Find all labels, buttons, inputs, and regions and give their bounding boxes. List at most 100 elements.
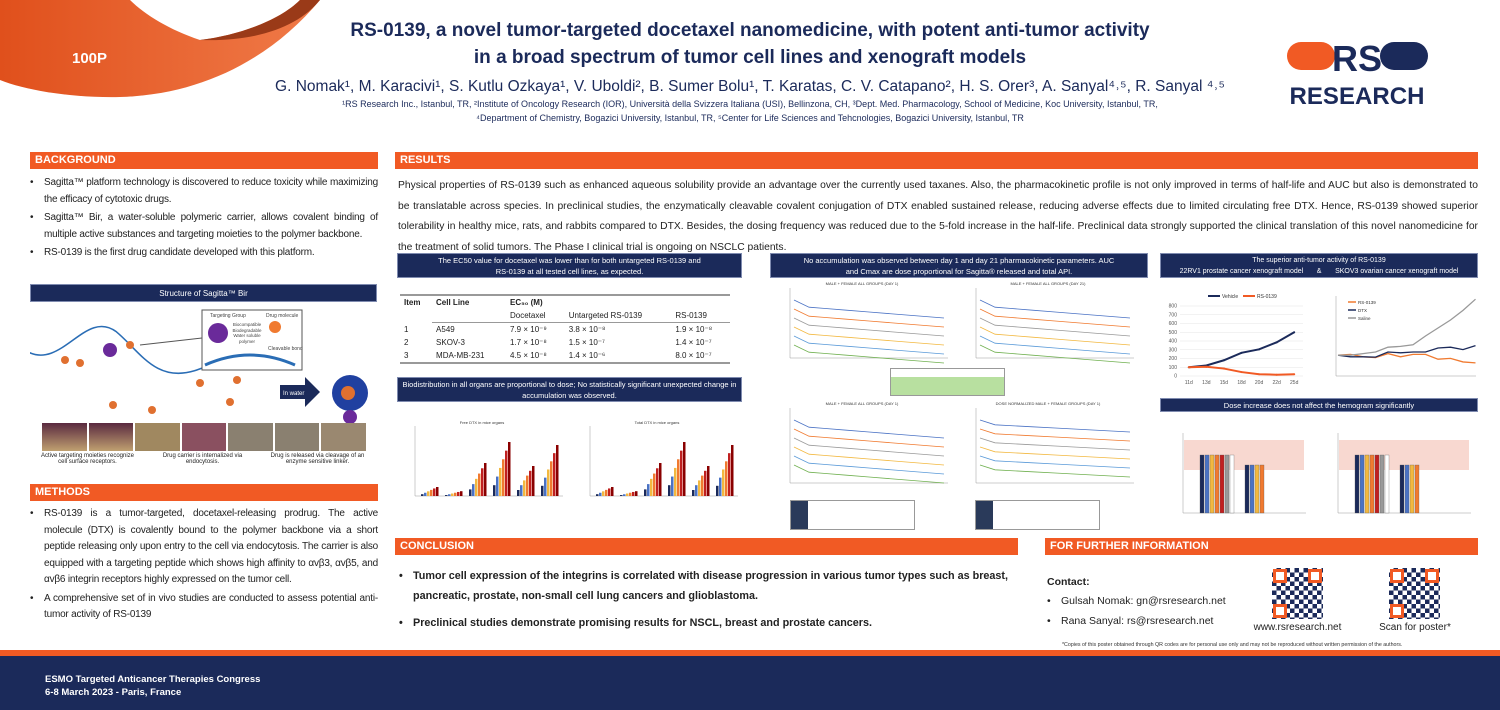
hemogram-bar-chart-2 (1320, 425, 1475, 525)
bar (1374, 454, 1380, 514)
series-line (979, 464, 1131, 478)
x-tick-label: 18d (1237, 380, 1246, 386)
website-qr-code[interactable] (1270, 566, 1325, 621)
conclusion-bullets: Tumor cell expression of the integrins i… (397, 566, 1022, 640)
further-info-heading: FOR FURTHER INFORMATION (1045, 538, 1478, 555)
chart-title: Total DTX in mice organs (635, 420, 680, 425)
series-line (979, 437, 1131, 451)
methods-bullet: RS-0139 is a tumor-targeted, docetaxel-r… (28, 506, 378, 589)
bar (611, 487, 614, 496)
series-line (793, 419, 945, 439)
affiliations-line1: ¹RS Research Inc., Istanbul, TR, ²Instit… (342, 99, 1158, 109)
series-line (979, 344, 1131, 364)
label-drug-molecule: Drug molecule (266, 313, 298, 319)
bar (460, 491, 463, 496)
bar (728, 453, 731, 496)
bar (1414, 464, 1420, 514)
conclusion-bullet: Preclinical studies demonstrate promisin… (397, 613, 1022, 633)
background-bullet: RS-0139 is the first drug candidate deve… (28, 245, 378, 262)
xenograft-banner: The superior anti-tumor activity of RS-0… (1160, 253, 1478, 278)
bar (502, 459, 505, 496)
bar (553, 453, 556, 496)
bar (701, 475, 704, 496)
data-point (1275, 373, 1278, 376)
ec50-banner: The EC50 value for docetaxel was lower t… (397, 253, 742, 278)
label-cleavable-bond: Cleavable bond (268, 346, 303, 352)
methods-heading: METHODS (30, 484, 378, 501)
data-point (1187, 366, 1190, 369)
bar (451, 493, 454, 496)
affiliations-line2: ⁴Department of Chemistry, Bogazici Unive… (476, 113, 1024, 123)
background-bullet: Sagitta™ platform technology is discover… (28, 175, 378, 208)
contact-email[interactable]: Gulsah Nomak: gn@rsresearch.net (1045, 592, 1265, 610)
bar (523, 480, 526, 496)
ec50-cell: 3 (400, 349, 433, 364)
bar (556, 445, 559, 496)
ec50-cell: 8.0 × 10⁻⁷ (671, 349, 730, 364)
bar (707, 466, 710, 496)
col-rs0139: RS-0139 (671, 309, 730, 323)
legend-label: RS-0139 (1358, 300, 1376, 305)
ec50-cell: 4.5 × 10⁻⁸ (506, 349, 565, 364)
results-heading: RESULTS (395, 152, 1478, 169)
ec50-table: Item Cell Line EC₅₀ (M) Docetaxel Untargete… (400, 294, 730, 364)
bar (680, 450, 683, 496)
bar (1354, 454, 1360, 514)
bar (683, 442, 686, 496)
bar (469, 489, 472, 496)
series-line (793, 446, 945, 466)
y-tick-label: 500 (1169, 330, 1178, 336)
bar (725, 461, 728, 496)
bar (644, 489, 647, 496)
sagitta-structure-diagram: Targeting Group Drug molecule Cleavable … (30, 309, 368, 424)
bar (427, 491, 430, 496)
bar (719, 477, 722, 496)
y-tick-label: 800 (1169, 304, 1178, 310)
bar (677, 459, 680, 496)
ec50-cell: 2 (404, 338, 409, 347)
poster-qr-code[interactable] (1387, 566, 1442, 621)
bar (1204, 454, 1210, 514)
series-line (793, 455, 945, 475)
col-ec50: EC₅₀ (M) (506, 294, 730, 309)
x-tick-label: 13d (1202, 380, 1211, 386)
bar (659, 463, 662, 496)
bar (1259, 464, 1265, 514)
bar (1229, 454, 1235, 514)
bar (620, 495, 623, 496)
data-point (1222, 359, 1225, 362)
bar (1199, 454, 1205, 514)
footer-orange-stripe (0, 650, 1500, 656)
ec50-cell: 1.4 × 10⁻⁷ (675, 338, 712, 347)
ec50-cell: 1.9 × 10⁻⁸ (675, 325, 713, 334)
series-line (793, 437, 945, 457)
series-line (979, 317, 1131, 337)
bar (448, 494, 451, 496)
series-line (979, 335, 1131, 355)
bar (457, 491, 460, 496)
background-heading: BACKGROUND (30, 152, 378, 169)
congress-date-location: 6-8 March 2023 - Paris, France (45, 687, 182, 698)
bar (478, 473, 481, 496)
col-docetaxel: Docetaxel (506, 309, 565, 323)
bar (671, 476, 674, 496)
contact-email[interactable]: Rana Sanyal: rs@rsresearch.net (1045, 612, 1265, 630)
scan-for-poster-caption: Scan for poster* (1379, 622, 1451, 633)
chart-title: MALE + FEMALE ALL GROUPS (DAY 1) (826, 281, 899, 286)
bar (656, 468, 659, 496)
ec50-row: 1 A549 7.9 × 10⁻⁹ 3.8 × 10⁻⁸ 1.9 × 10⁻⁸ (400, 323, 730, 337)
poster-title-line2: in a broad spectrum of tumor cell lines … (473, 47, 1027, 68)
results-paragraph: Physical properties of RS-0139 such as e… (398, 180, 1478, 253)
bar (716, 485, 719, 496)
series-line (979, 419, 1131, 433)
legend-label: DTX (1358, 308, 1367, 313)
bar (508, 442, 511, 496)
hemogram-bar-chart-1 (1165, 425, 1310, 525)
pk-banner: No accumulation was observed between day… (770, 253, 1148, 278)
series-line (793, 344, 945, 364)
ec50-cell: 1.7 × 10⁻⁸ (510, 338, 547, 347)
bar (704, 470, 707, 496)
website-link[interactable]: www.rsresearch.net (1253, 622, 1342, 633)
data-point (1240, 351, 1243, 354)
data-point (1205, 365, 1208, 368)
